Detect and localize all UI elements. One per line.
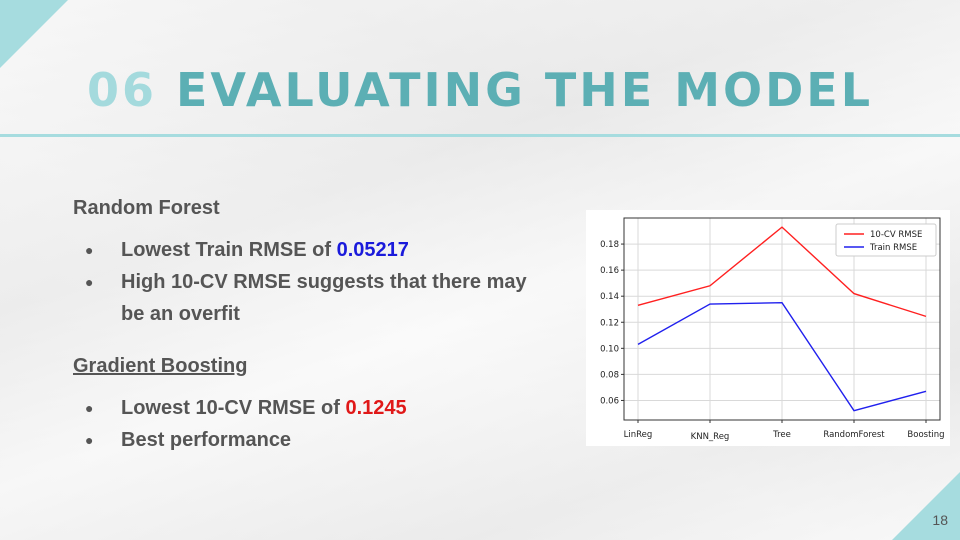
- x-tick-label: LinReg: [624, 430, 653, 440]
- y-tick-label: 0.16: [600, 266, 619, 276]
- rf-bullet-train-rmse-text: Lowest Train RMSE of: [121, 239, 337, 261]
- title-number: 06: [86, 63, 157, 117]
- corner-accent-bottom-right: [892, 472, 960, 540]
- y-tick-label: 0.18: [600, 240, 619, 250]
- legend-box: [835, 223, 937, 257]
- x-tick-label: RandomForest: [823, 430, 885, 440]
- x-tick-label: Boosting: [907, 430, 944, 440]
- title-text: EVALUATING THE MODEL: [176, 63, 874, 117]
- slide-content: Random Forest Lowest Train RMSE of 0.052…: [73, 192, 543, 456]
- title-divider: [0, 134, 960, 137]
- rmse-line-chart: 0.06 0.08 0.10 0.12 0.14 0.16 0.18 LinReg KNN_Re…: [586, 210, 950, 446]
- gb-bullet-best: Best performance: [73, 424, 543, 456]
- series-line-cv-rmse: [637, 226, 927, 318]
- gb-bullet-cv-rmse: Lowest 10-CV RMSE of 0.1245: [73, 392, 543, 424]
- gb-bullet-list: Lowest 10-CV RMSE of 0.1245 Best perform…: [73, 392, 543, 456]
- rf-bullet-train-rmse: Lowest Train RMSE of 0.05217: [73, 234, 543, 266]
- slide-title: 06 EVALUATING THE MODEL: [0, 58, 960, 122]
- page-number: 18: [932, 512, 948, 528]
- legend-label: Train RMSE: [869, 243, 917, 253]
- series-line-train-rmse: [637, 302, 927, 412]
- corner-accent-top-left: [0, 0, 68, 68]
- rf-bullet-list: Lowest Train RMSE of 0.05217 High 10-CV …: [73, 234, 543, 330]
- gb-cv-rmse-value: 0.1245: [345, 397, 407, 419]
- y-tick-label: 0.10: [600, 344, 619, 354]
- y-tick-label: 0.12: [600, 318, 619, 328]
- gb-heading: Gradient Boosting: [73, 355, 248, 377]
- y-tick-label: 0.06: [600, 396, 619, 406]
- y-tick-label: 0.08: [600, 370, 619, 380]
- x-tick-label: Tree: [772, 430, 791, 440]
- legend-label: 10-CV RMSE: [870, 230, 922, 240]
- rf-train-rmse-value: 0.05217: [336, 239, 409, 261]
- x-tick-label: KNN_Reg: [691, 432, 730, 442]
- rmse-chart-svg: 0.06 0.08 0.10 0.12 0.14 0.16 0.18 LinReg KNN_Re…: [600, 217, 945, 442]
- rf-heading: Random Forest: [73, 197, 220, 219]
- y-tick-label: 0.14: [600, 292, 619, 302]
- rf-bullet-overfit: High 10-CV RMSE suggests that there may …: [73, 266, 543, 330]
- gb-bullet-cv-rmse-text: Lowest 10-CV RMSE of: [121, 397, 346, 419]
